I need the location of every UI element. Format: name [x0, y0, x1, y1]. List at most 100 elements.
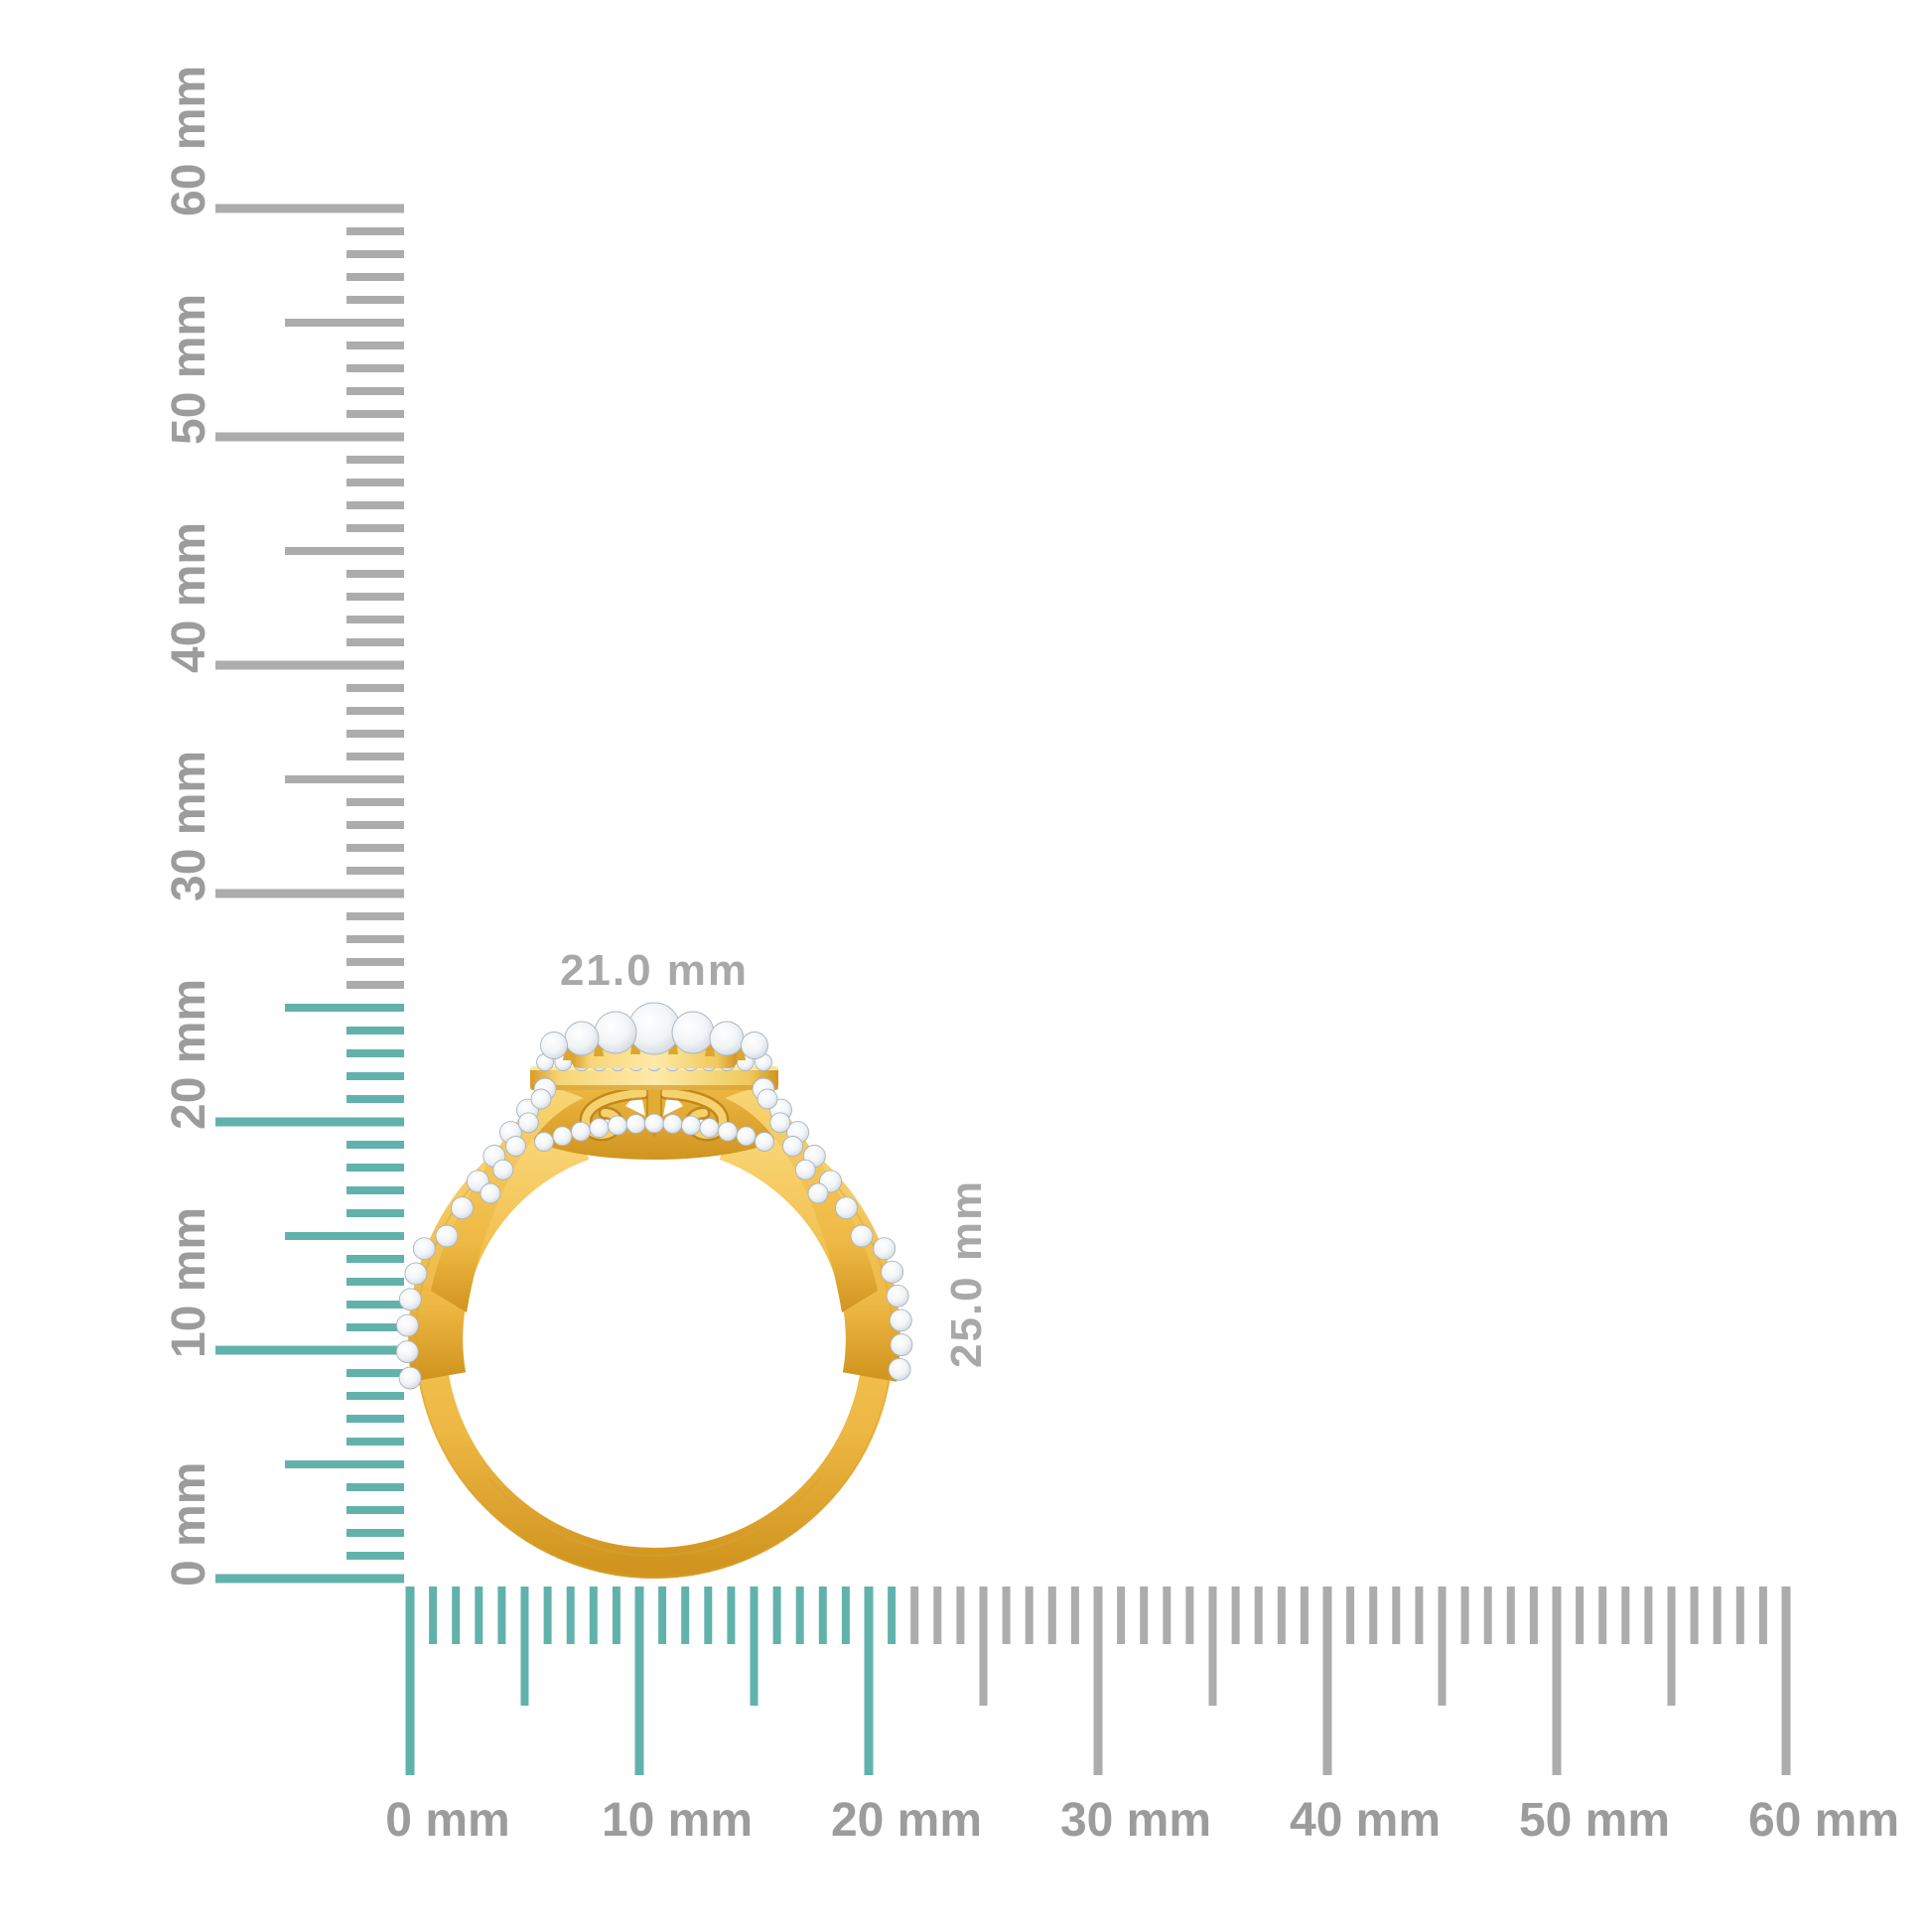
vertical-ruler-ticks — [215, 204, 404, 1584]
h-ruler-tick-55mm — [1667, 1587, 1676, 1706]
h-ruler-tick-24mm — [956, 1587, 965, 1644]
h-ruler-tick-43mm — [1392, 1587, 1401, 1644]
shank-pave-diamond — [889, 1309, 912, 1332]
h-ruler-tick-32mm — [1140, 1587, 1149, 1644]
h-ruler-tick-9mm — [612, 1587, 621, 1644]
h-ruler-tick-40mm — [1322, 1587, 1332, 1775]
horizontal-ruler-ticks — [405, 1587, 1791, 1775]
shank-pave-diamond — [435, 1224, 459, 1248]
h-ruler-tick-45mm — [1438, 1587, 1447, 1706]
v-ruler-tick-59mm — [346, 227, 404, 235]
h-ruler-tick-30mm — [1093, 1587, 1103, 1775]
shank-pave-diamond — [480, 1182, 501, 1204]
h-ruler-label-10mm: 10 mm — [602, 1794, 753, 1847]
h-ruler-tick-11mm — [658, 1587, 667, 1644]
shoulder-flare-left — [431, 1086, 584, 1312]
v-ruler-label-50mm: 50 mm — [163, 294, 215, 445]
shank-pave-diamond — [873, 1237, 897, 1261]
v-ruler-tick-12mm — [346, 1301, 404, 1309]
v-ruler-tick-43mm — [346, 593, 404, 601]
v-ruler-tick-27mm — [346, 958, 404, 966]
under-gallery-diamond — [736, 1126, 757, 1147]
h-ruler-tick-23mm — [933, 1587, 942, 1644]
v-ruler-tick-13mm — [346, 1278, 404, 1286]
shank-pave-diamond — [517, 1112, 539, 1134]
h-ruler-tick-0mm — [405, 1587, 415, 1775]
v-ruler-tick-38mm — [346, 707, 404, 715]
v-ruler-tick-23mm — [346, 1049, 404, 1057]
dimension-annotations: 21.0 mm 25.0 mm — [560, 946, 991, 1368]
h-ruler-tick-56mm — [1690, 1587, 1699, 1644]
v-ruler-tick-21mm — [346, 1095, 404, 1103]
ring-illustration — [395, 1002, 913, 1579]
h-ruler-tick-31mm — [1117, 1587, 1126, 1644]
v-ruler-label-10mm: 10 mm — [163, 1207, 215, 1358]
h-ruler-tick-46mm — [1460, 1587, 1469, 1644]
v-ruler-tick-48mm — [346, 479, 404, 486]
h-ruler-tick-6mm — [543, 1587, 552, 1644]
v-ruler-tick-60mm — [215, 204, 404, 213]
h-ruler-tick-8mm — [589, 1587, 598, 1644]
h-ruler-tick-50mm — [1552, 1587, 1562, 1775]
h-ruler-tick-19mm — [841, 1587, 850, 1644]
shoulder-flare-right — [725, 1086, 878, 1312]
under-gallery-diamond — [534, 1132, 554, 1152]
v-ruler-tick-30mm — [215, 889, 404, 898]
v-ruler-tick-24mm — [346, 1027, 404, 1035]
crown-diamond — [594, 1011, 637, 1054]
v-ruler-tick-4mm — [346, 1483, 404, 1491]
h-ruler-tick-10mm — [634, 1587, 644, 1775]
v-ruler-tick-7mm — [346, 1415, 404, 1423]
crown-diamond — [540, 1032, 568, 1059]
crown-diamond — [564, 1021, 600, 1056]
h-ruler-tick-21mm — [888, 1587, 897, 1644]
v-ruler-tick-5mm — [285, 1460, 404, 1468]
v-ruler-label-20mm: 20 mm — [163, 979, 215, 1130]
v-ruler-label-30mm: 30 mm — [163, 751, 215, 901]
v-ruler-tick-36mm — [346, 753, 404, 760]
under-gallery-diamond — [644, 1113, 664, 1134]
shank-pave-diamonds — [395, 1077, 913, 1390]
shank-pave-diamond — [794, 1159, 816, 1180]
v-ruler-tick-33mm — [346, 821, 404, 829]
shank-pave-diamond — [769, 1112, 791, 1134]
h-ruler-tick-58mm — [1735, 1587, 1744, 1644]
shank-pave-diamond — [890, 1333, 913, 1357]
crown-diamond — [741, 1032, 768, 1059]
h-ruler-tick-57mm — [1713, 1587, 1722, 1644]
v-ruler-tick-51mm — [346, 410, 404, 418]
h-ruler-tick-48mm — [1506, 1587, 1515, 1644]
h-ruler-tick-14mm — [727, 1587, 736, 1644]
v-ruler-tick-14mm — [346, 1255, 404, 1263]
v-ruler-tick-26mm — [346, 981, 404, 989]
h-ruler-tick-3mm — [475, 1587, 483, 1644]
v-ruler-tick-20mm — [215, 1117, 404, 1127]
shank-pave-diamond — [404, 1262, 428, 1286]
band-inner-seam-line — [487, 1477, 821, 1558]
h-ruler-tick-28mm — [1047, 1587, 1056, 1644]
h-ruler-tick-27mm — [1025, 1587, 1034, 1644]
gallery-plate-shadow — [530, 1085, 778, 1090]
h-ruler-tick-41mm — [1346, 1587, 1355, 1644]
shank-pave-diamond — [881, 1260, 904, 1284]
v-ruler-tick-0mm — [215, 1574, 404, 1584]
vertical-ruler-labels: 0 mm 10 mm 20 mm 30 mm 40 mm 50 mm 60 mm — [163, 66, 215, 1587]
h-ruler-label-30mm: 30 mm — [1060, 1794, 1211, 1847]
shank-pave-diamond — [888, 1357, 911, 1381]
h-ruler-tick-5mm — [520, 1587, 529, 1706]
shank-pave-diamond — [886, 1284, 909, 1308]
h-ruler-tick-51mm — [1576, 1587, 1585, 1644]
gallery-plate — [530, 1066, 778, 1090]
crown-diamond — [709, 1021, 745, 1056]
crown-diamond — [671, 1011, 715, 1054]
v-ruler-tick-28mm — [346, 935, 404, 943]
v-ruler-tick-57mm — [346, 273, 404, 281]
shank-pave-diamond — [451, 1196, 474, 1220]
h-ruler-tick-52mm — [1598, 1587, 1607, 1644]
h-ruler-tick-15mm — [750, 1587, 759, 1706]
v-ruler-tick-2mm — [346, 1529, 404, 1537]
shank-pave-diamond — [782, 1136, 803, 1157]
v-ruler-tick-54mm — [346, 342, 404, 349]
